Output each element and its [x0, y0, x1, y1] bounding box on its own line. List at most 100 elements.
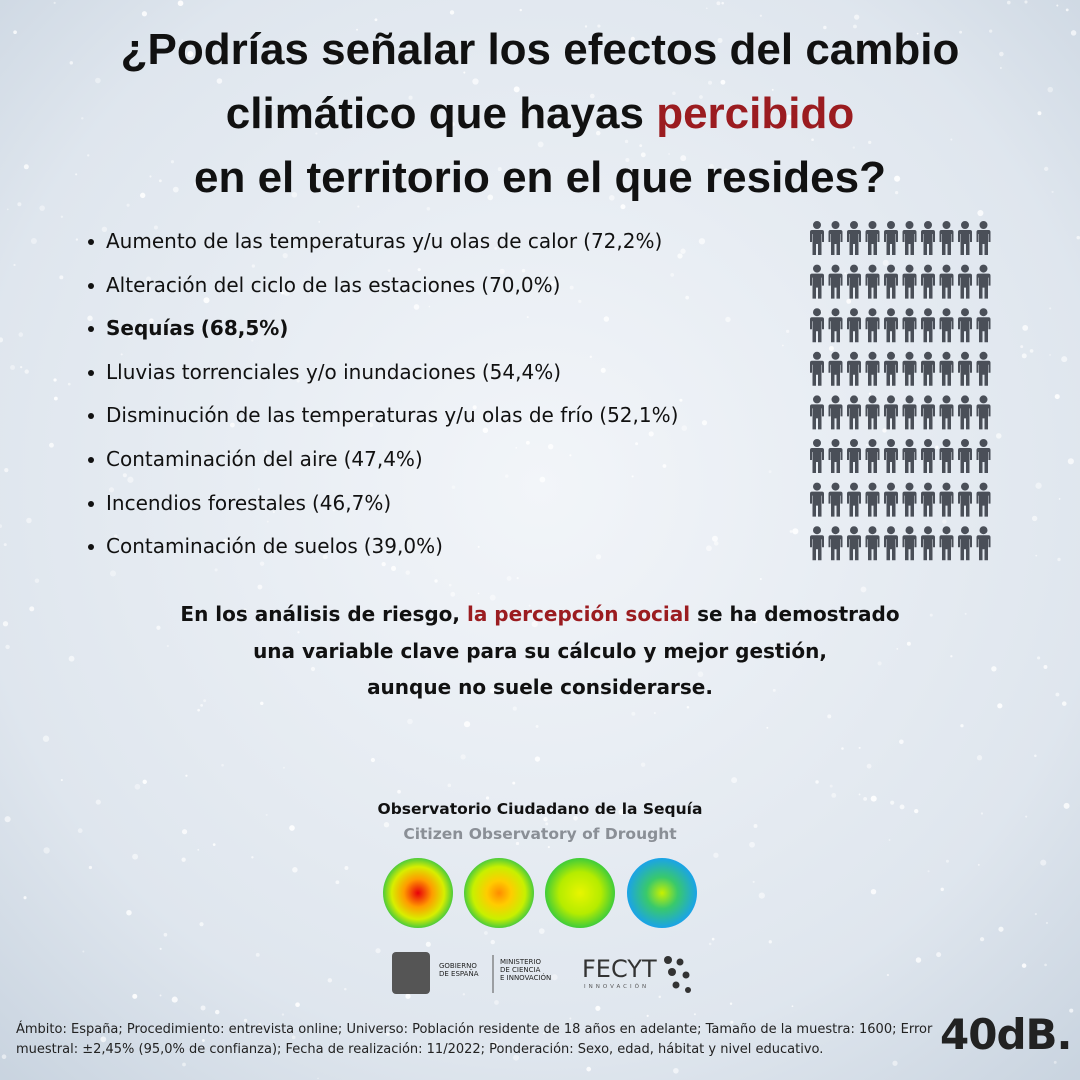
snowflake	[528, 417, 532, 422]
snowflake	[892, 1060, 898, 1066]
snowflake	[200, 704, 204, 707]
value-label: (46,7%)	[311, 490, 392, 515]
category-label: Contaminación de suelos	[106, 534, 358, 559]
snowflake	[915, 957, 922, 963]
snowflake	[283, 289, 290, 296]
snowflake	[144, 411, 150, 417]
snowflake	[387, 409, 390, 412]
snowflake	[841, 747, 844, 750]
snowflake	[364, 110, 370, 116]
snowflake	[977, 863, 980, 866]
snowflake	[749, 841, 755, 848]
snowflake	[251, 856, 254, 859]
snowflake	[888, 839, 891, 841]
snowflake	[768, 470, 772, 474]
snowflake	[426, 207, 431, 211]
fecyt-sub: INNOVACIÓN	[584, 984, 650, 990]
snowflake	[23, 896, 27, 900]
snowflake	[1022, 324, 1029, 331]
snowflake	[200, 1005, 206, 1011]
snowflake	[100, 1036, 107, 1043]
snowflake	[752, 880, 755, 883]
snowflake	[936, 952, 942, 958]
snowflake	[537, 141, 544, 148]
snowflake	[653, 711, 656, 715]
snowflake	[792, 528, 799, 535]
snowflake	[460, 754, 466, 760]
snowflake	[425, 941, 431, 947]
snowflake	[895, 191, 899, 195]
snowflake	[494, 1000, 499, 1005]
snowflake	[860, 586, 867, 593]
snowflake	[332, 508, 336, 512]
snowflake	[608, 195, 615, 201]
snowflake	[1049, 307, 1052, 310]
snowflake	[989, 29, 993, 33]
snowflake	[899, 804, 905, 810]
snowflake	[858, 746, 861, 749]
snowflake	[197, 848, 200, 851]
snowflake	[686, 705, 690, 709]
snowflake	[680, 248, 686, 254]
snowflake	[772, 688, 776, 692]
snowflake	[1035, 482, 1042, 489]
snowflake	[485, 796, 490, 800]
snowflake	[950, 138, 953, 141]
snowflake	[758, 892, 765, 899]
snowflake	[259, 561, 265, 566]
snowflake	[132, 993, 138, 999]
snowflake	[68, 655, 75, 662]
text-segment: climático que hayas	[225, 89, 657, 138]
snowflake	[386, 1032, 390, 1036]
snowflake	[599, 611, 603, 614]
snowflake	[657, 413, 660, 416]
snowflake	[1057, 557, 1061, 562]
snowflake	[108, 487, 115, 493]
snowflake	[215, 1009, 220, 1015]
snowflake	[1065, 8, 1069, 12]
snowflake	[13, 263, 16, 267]
snowflake	[677, 253, 683, 259]
snowflake	[199, 922, 204, 927]
ministerio-line: MINISTERIO	[500, 958, 541, 966]
snowflake	[899, 739, 904, 745]
snowflake	[18, 332, 24, 337]
snowflake	[490, 939, 495, 945]
snowflake	[391, 565, 397, 571]
snowflake	[356, 28, 358, 31]
snowflake	[720, 79, 726, 85]
snowflake	[617, 611, 619, 613]
observatory-name: Observatorio Ciudadano de la Sequía	[377, 800, 703, 818]
gobierno-line: GOBIERNO	[439, 962, 477, 970]
snowflake	[113, 534, 118, 538]
label: Contaminación de suelos (39,0%)	[106, 534, 443, 558]
snowflake	[451, 485, 456, 489]
snowflake	[668, 153, 670, 155]
snowflake	[368, 422, 374, 428]
snowflake	[421, 375, 425, 379]
snowflake	[866, 763, 872, 769]
snowflake	[222, 538, 229, 545]
snowflake	[1000, 67, 1002, 69]
value-label: (72,2%)	[583, 229, 663, 253]
snowflake	[181, 829, 188, 835]
snowflake	[132, 853, 139, 860]
snowflake	[1049, 354, 1051, 356]
snowflake	[980, 812, 984, 815]
text-segment: la percepción social	[466, 602, 691, 626]
text-segment: una variable clave para su cálculo y mej…	[253, 638, 827, 663]
snowflake	[1076, 235, 1080, 240]
snowflake	[181, 39, 184, 42]
snowflake	[5, 644, 10, 650]
text-segment: aunque no suele considerarse.	[367, 675, 713, 699]
snowflake	[291, 191, 298, 198]
snowflake	[896, 647, 899, 650]
snowflake	[1046, 922, 1048, 924]
snowflake	[709, 164, 714, 169]
coat-of-arms	[392, 952, 430, 994]
snowflake	[672, 91, 676, 96]
snowflake	[725, 316, 731, 323]
snowflake	[752, 618, 758, 624]
